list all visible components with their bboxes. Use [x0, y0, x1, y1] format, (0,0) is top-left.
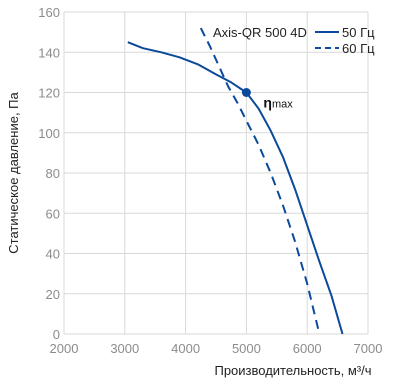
- y-tick-label-40: 40: [46, 247, 60, 262]
- series-layer: [127, 27, 344, 335]
- eta-max-label: ηmax: [263, 95, 293, 111]
- x-tick-label-3000: 3000: [110, 341, 139, 356]
- x-tick-label-7000: 7000: [354, 341, 383, 356]
- x-axis-title: Производительность, м³/ч: [214, 363, 371, 378]
- x-tick-label-6000: 6000: [293, 341, 322, 356]
- y-tick-label-160: 160: [38, 5, 60, 20]
- y-tick-label-120: 120: [38, 86, 60, 101]
- y-tick-label-100: 100: [38, 126, 60, 141]
- y-tick-label-20: 20: [46, 287, 60, 302]
- legend-label-60hz: 60 Гц: [342, 41, 375, 56]
- x-tick-labels: 2000 3000 4000 5000 6000 7000: [50, 341, 383, 356]
- y-tick-label-0: 0: [53, 327, 60, 342]
- grid: [63, 11, 369, 335]
- legend-title: Axis-QR 500 4D: [213, 25, 307, 40]
- eta-max-point: [241, 88, 251, 97]
- annotation-layer: ηmax: [241, 88, 293, 111]
- series-line-60hz: [199, 27, 321, 335]
- y-tick-label-60: 60: [46, 206, 60, 221]
- x-tick-label-4000: 4000: [171, 341, 200, 356]
- x-tick-label-2000: 2000: [50, 341, 79, 356]
- legend-label-50hz: 50 Гц: [342, 25, 375, 40]
- y-tick-label-140: 140: [38, 45, 60, 60]
- x-tick-label-5000: 5000: [232, 341, 261, 356]
- series-line-50hz: [127, 41, 344, 335]
- legend: Axis-QR 500 4D 50 Гц 60 Гц: [213, 25, 375, 56]
- y-axis-title: Статическое давление, Па: [6, 92, 21, 254]
- y-tick-label-80: 80: [46, 166, 60, 181]
- y-tick-labels: 0 20 40 60 80 100 120 140 160: [38, 5, 60, 342]
